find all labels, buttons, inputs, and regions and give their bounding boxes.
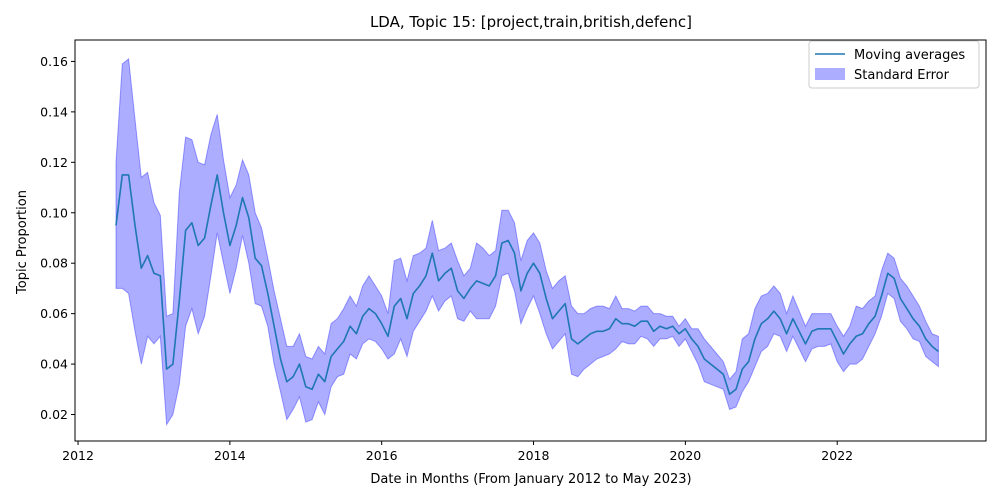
y-tick-label: 0.14 — [40, 104, 68, 119]
legend-band-swatch — [815, 68, 845, 80]
y-tick-label: 0.12 — [40, 155, 68, 170]
x-axis-label: Date in Months (From January 2012 to May… — [370, 472, 691, 487]
y-tick-label: 0.06 — [40, 306, 68, 321]
y-tick-label: 0.10 — [40, 205, 68, 220]
y-tick-label: 0.02 — [40, 407, 68, 422]
y-axis: 0.02 0.04 0.06 0.08 0.10 0.12 0.14 0.16 — [40, 54, 75, 422]
moving-average-line — [115, 174, 939, 396]
legend-label-standard-error: Standard Error — [854, 68, 950, 83]
x-tick-label: 2016 — [366, 448, 398, 463]
legend: Moving averages Standard Error — [808, 40, 980, 89]
legend-label-moving-averages: Moving averages — [854, 48, 965, 63]
y-tick-label: 0.16 — [40, 54, 68, 69]
plot-area-frame — [74, 39, 987, 442]
legend-box — [808, 40, 980, 89]
x-axis: 2012 2014 2016 2018 2020 2022 — [62, 441, 853, 463]
x-tick-label: 2020 — [669, 448, 701, 463]
y-tick-label: 0.08 — [40, 256, 68, 271]
x-tick-label: 2022 — [821, 448, 853, 463]
standard-error-band — [115, 57, 939, 427]
chart-title: LDA, Topic 15: [project,train,british,de… — [370, 13, 692, 31]
x-tick-label: 2012 — [62, 448, 94, 463]
moving-average-line-layer — [115, 174, 939, 396]
y-tick-label: 0.04 — [40, 357, 68, 372]
y-axis-label: Topic Proportion — [15, 190, 30, 295]
x-tick-label: 2018 — [518, 448, 550, 463]
standard-error-band-layer — [115, 57, 939, 427]
x-tick-label: 2014 — [214, 448, 246, 463]
